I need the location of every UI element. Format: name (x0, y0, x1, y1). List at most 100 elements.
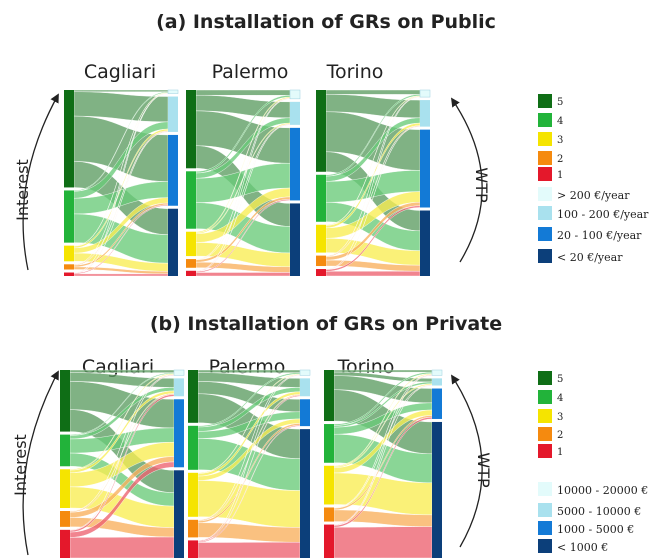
wtp-axis-label: WTP (474, 452, 493, 488)
legend-swatch (538, 521, 552, 535)
interest-node (60, 370, 70, 432)
legend-swatch (538, 113, 552, 127)
legend-swatch (538, 409, 552, 423)
legend-label: < 20 €/year (557, 251, 623, 264)
legend-swatch (538, 482, 552, 496)
legend-swatch (538, 390, 552, 404)
legend-label: < 1000 € (557, 541, 608, 554)
interest-legend: 5 4 3 2 1 (538, 371, 563, 458)
flow-band (69, 536, 175, 558)
interest-node (186, 231, 196, 257)
interest-node (324, 507, 334, 522)
wtp-legend: > 200 €/year 100 - 200 €/year 20 - 100 €/y… (538, 187, 649, 264)
interest-node (324, 424, 334, 463)
interest-node (316, 174, 326, 222)
wtp-node (299, 369, 311, 376)
interest-axis-label: Interest (13, 159, 32, 221)
interest-node (60, 529, 70, 558)
wtp-node (174, 399, 184, 468)
legend-swatch (538, 167, 552, 181)
legend-label: 1 (557, 170, 563, 181)
legend-label: 5000 - 10000 € (557, 505, 641, 518)
interest-node (60, 469, 70, 508)
city-sankey-cagliari: Cagliari (64, 61, 179, 277)
legend-swatch (538, 539, 552, 553)
legend-swatch (538, 132, 552, 146)
interest-node (186, 171, 196, 229)
legend-swatch (538, 371, 552, 385)
interest-node (64, 90, 74, 188)
interest-node (324, 370, 334, 422)
interest-node (188, 370, 198, 423)
interest-axis-label: Interest (11, 434, 30, 496)
flow-band (333, 526, 433, 558)
wtp-node (432, 378, 442, 386)
wtp-node (290, 203, 300, 276)
city-label: Cagliari (84, 61, 156, 83)
wtp-node (300, 378, 310, 397)
interest-node (64, 245, 74, 262)
interest-node (186, 259, 196, 268)
legend-label: 1000 - 5000 € (557, 523, 634, 536)
legend-label: 100 - 200 €/year (557, 208, 649, 221)
city-sankey-palermo: Palermo (186, 61, 301, 277)
flow-band (195, 89, 291, 96)
interest-node (316, 269, 326, 276)
wtp-node (168, 134, 178, 206)
interest-node (186, 90, 196, 169)
legend-swatch (538, 227, 552, 241)
legend-swatch (538, 427, 552, 441)
panel-public: (a) Installation of GRs on Public Interes… (13, 11, 649, 277)
legend-label: 10000 - 20000 € (557, 484, 648, 497)
legend-label: > 200 €/year (557, 189, 630, 202)
legend-label: 2 (557, 430, 563, 441)
interest-legend: 5 4 3 2 1 (538, 94, 563, 181)
legend-label: 3 (557, 412, 563, 423)
legend-swatch (538, 503, 552, 517)
flow-band (325, 271, 421, 277)
legend-swatch (538, 206, 552, 220)
legend-label: 5 (557, 97, 563, 108)
flow-band (73, 89, 169, 92)
wtp-legend: 10000 - 20000 € 5000 - 10000 € 1000 - 5000… (538, 482, 648, 554)
city-sankey-torino: Torino (316, 61, 431, 277)
flow-band (195, 272, 291, 277)
interest-node (316, 90, 326, 172)
wtp-node (168, 208, 178, 276)
panel-title: (b) Installation of GRs on Private (150, 313, 502, 335)
interest-arrow (22, 370, 59, 556)
legend-label: 20 - 100 €/year (557, 229, 642, 242)
flow-band (69, 461, 175, 538)
interest-arrow (22, 93, 59, 271)
interest-node (60, 434, 70, 467)
interest-node (324, 524, 334, 558)
interest-node (316, 255, 326, 267)
flow-band (73, 273, 169, 277)
panel-title: (a) Installation of GRs on Public (156, 11, 496, 33)
wtp-node (290, 101, 300, 125)
wtp-node (432, 421, 442, 558)
flow-band (325, 89, 421, 95)
flow-band (333, 369, 433, 373)
legend-swatch (538, 444, 552, 458)
interest-node (324, 465, 334, 505)
city-sankey-torino: Torino (324, 356, 443, 558)
city-sankey-cagliari: Cagliari (60, 356, 185, 558)
interest-node (64, 272, 74, 276)
wtp-node (300, 399, 310, 427)
interest-node (186, 270, 196, 276)
wtp-node (420, 100, 430, 127)
wtp-arrow (450, 97, 483, 263)
interest-node (188, 540, 198, 558)
wtp-node (420, 210, 430, 276)
legend-label: 5 (557, 374, 563, 385)
wtp-node (289, 89, 301, 100)
wtp-node (290, 127, 300, 201)
flow-band (69, 369, 175, 373)
city-label: Torino (326, 61, 384, 83)
wtp-axis-label: WTP (472, 167, 491, 203)
interest-node (188, 425, 198, 470)
interest-node (188, 472, 198, 517)
wtp-node (431, 369, 443, 376)
wtp-node (300, 429, 310, 558)
